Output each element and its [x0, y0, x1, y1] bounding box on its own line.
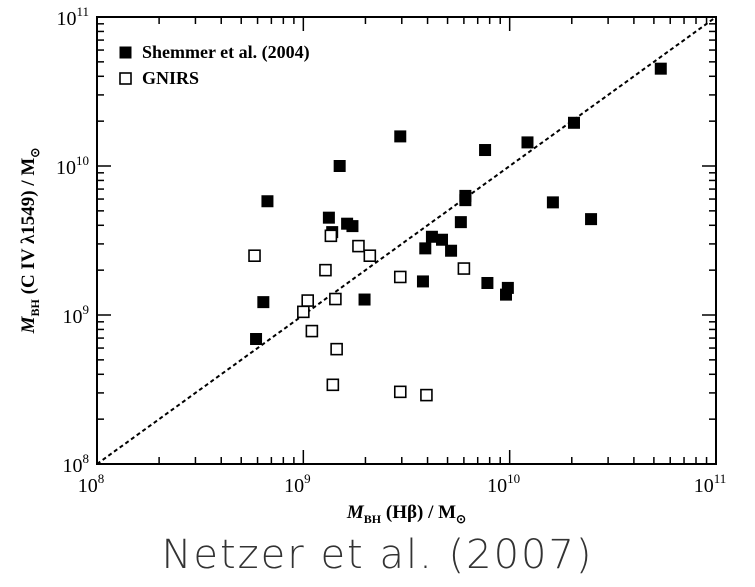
- shemmer-data-point: [425, 230, 438, 243]
- figure-caption: Netzer et al. (2007): [161, 532, 594, 578]
- legend-marker: [119, 46, 132, 59]
- shemmer-data-point: [416, 275, 429, 288]
- shemmer-data-point: [481, 276, 494, 289]
- shemmer-data-point: [394, 130, 407, 143]
- y-tick-label: 108: [63, 451, 90, 477]
- shemmer-data-point: [501, 281, 514, 294]
- shemmer-data-point: [322, 211, 335, 224]
- gnirs-data-point: [305, 324, 319, 338]
- shemmer-data-point: [585, 213, 598, 226]
- shemmer-data-point: [358, 293, 371, 306]
- gnirs-data-point: [330, 342, 343, 356]
- gnirs-data-point: [324, 229, 338, 243]
- gnirs-data-point: [319, 263, 332, 277]
- gnirs-data-point: [248, 249, 261, 263]
- shemmer-data-point: [654, 62, 667, 75]
- plot-frame: [96, 16, 717, 465]
- gnirs-data-point: [326, 378, 340, 392]
- gnirs-data-point: [301, 294, 315, 307]
- gnirs-data-point: [457, 262, 471, 275]
- x-tick-label: 1011: [694, 471, 727, 497]
- x-axis-label: MBH (Hβ) / M⊙: [346, 502, 466, 526]
- shemmer-data-point: [567, 116, 580, 129]
- gnirs-data-point: [393, 270, 407, 284]
- shemmer-data-point: [261, 195, 274, 208]
- shemmer-data-point: [459, 194, 472, 207]
- shemmer-data-point: [479, 144, 492, 157]
- shemmer-data-point: [419, 242, 432, 255]
- y-axis-label: MBH (C IV λ1549) / M⊙: [18, 148, 42, 335]
- gnirs-data-point: [420, 388, 433, 402]
- gnirs-data-point: [363, 249, 377, 263]
- gnirs-data-point: [297, 305, 310, 319]
- y-tick-label: 109: [63, 302, 90, 328]
- shemmer-data-point: [346, 220, 359, 233]
- shemmer-data-point: [436, 233, 449, 246]
- shemmer-data-point: [257, 296, 270, 309]
- gnirs-data-point: [393, 385, 407, 399]
- shemmer-data-point: [445, 244, 458, 257]
- shemmer-data-point: [250, 333, 263, 346]
- gnirs-data-point: [329, 292, 342, 306]
- legend-label: GNIRS: [142, 68, 199, 88]
- x-tick-label: 109: [284, 471, 311, 497]
- legend-marker: [119, 72, 132, 85]
- one-to-one-line: [96, 16, 717, 465]
- shemmer-data-point: [521, 136, 534, 149]
- y-tick-label: 1011: [56, 4, 89, 30]
- shemmer-data-point: [546, 196, 559, 209]
- x-tick-label: 108: [78, 471, 105, 497]
- gnirs-data-point: [352, 239, 365, 253]
- shemmer-data-point: [454, 216, 467, 229]
- x-tick-label: 1010: [487, 471, 520, 497]
- legend-label: Shemmer et al. (2004): [142, 42, 310, 63]
- shemmer-data-point: [333, 160, 346, 172]
- y-tick-label: 1010: [56, 153, 89, 179]
